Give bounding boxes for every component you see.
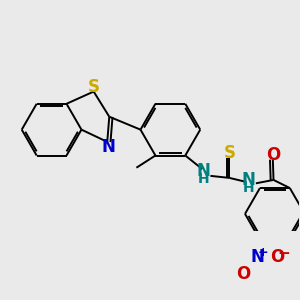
Text: N: N — [242, 171, 255, 189]
Text: O: O — [271, 248, 285, 266]
Text: H: H — [198, 172, 209, 186]
Text: O: O — [266, 146, 280, 164]
Text: N: N — [250, 248, 264, 266]
Text: S: S — [224, 144, 236, 162]
Text: S: S — [88, 78, 100, 96]
Text: O: O — [236, 265, 250, 283]
Text: +: + — [257, 246, 268, 259]
Text: N: N — [102, 138, 116, 156]
Text: −: − — [277, 247, 290, 262]
Text: H: H — [243, 181, 254, 195]
Text: N: N — [197, 162, 211, 180]
